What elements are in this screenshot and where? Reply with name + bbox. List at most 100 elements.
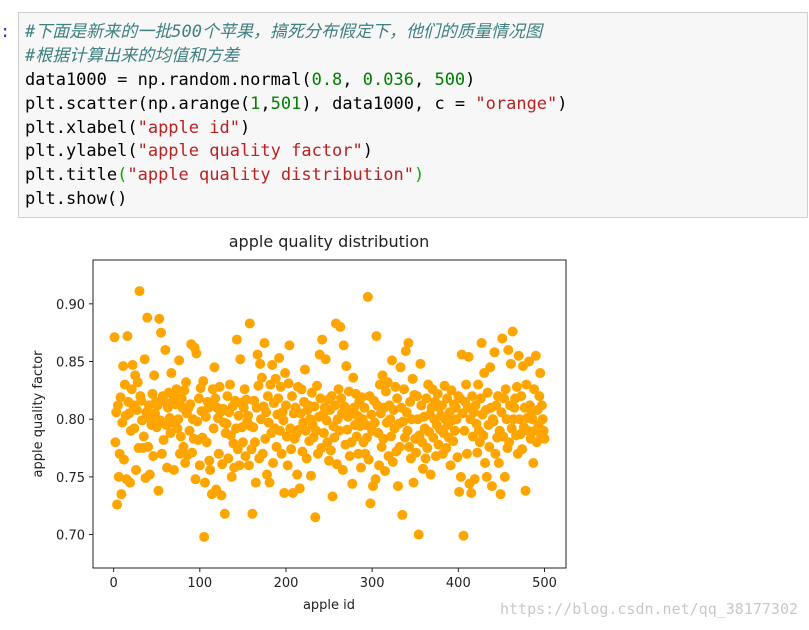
code-cell[interactable]: #下面是新来的一批500个苹果，搞死分布假定下，他们的质量情况图 #根据计算出来的…: [18, 12, 808, 218]
point: [213, 448, 224, 459]
code-token: #根据计算出来的均值和方差: [25, 45, 240, 66]
point: [537, 414, 548, 425]
point: [523, 356, 534, 367]
point: [138, 431, 149, 442]
point: [534, 391, 545, 402]
point: [507, 326, 518, 337]
point: [110, 437, 121, 448]
point: [181, 377, 192, 388]
point: [480, 458, 491, 469]
point: [237, 437, 248, 448]
code-token: #下面是新来的一批500个苹果，搞死分布假定下，他们的质量情况图: [25, 22, 542, 42]
point: [336, 393, 347, 404]
point: [369, 417, 380, 428]
point: [149, 370, 160, 381]
point: [306, 387, 317, 398]
code-token: data1000 = np.random.normal(: [25, 69, 312, 90]
code-token: ): [362, 141, 374, 162]
y-tick-label: 0.90: [56, 298, 85, 313]
point: [478, 430, 489, 441]
point: [222, 391, 233, 402]
point: [310, 512, 321, 523]
point: [184, 425, 195, 436]
code-token: ), data1000, c =: [301, 93, 476, 114]
point: [472, 447, 483, 458]
point: [411, 447, 422, 458]
point: [342, 424, 353, 435]
code-line: #根据计算出来的均值和方差: [25, 45, 568, 69]
point: [200, 411, 211, 422]
chart-title: apple quality distribution: [229, 232, 430, 251]
code-token: 1: [250, 93, 261, 114]
point: [395, 362, 406, 373]
cell-prompt: :: [0, 22, 11, 42]
code-line: plt.title("apple quality distribution"): [25, 164, 568, 188]
point: [341, 361, 352, 372]
point: [233, 410, 244, 421]
point: [325, 445, 336, 456]
point: [178, 441, 189, 452]
point: [309, 401, 320, 412]
point: [264, 477, 275, 488]
point: [393, 481, 404, 492]
point: [234, 460, 245, 471]
point: [365, 498, 376, 509]
point: [382, 377, 393, 388]
point: [255, 358, 266, 369]
point: [509, 402, 520, 413]
point: [156, 327, 167, 338]
point: [193, 393, 204, 404]
point: [321, 415, 332, 426]
watermark: https://blog.csdn.net/qq_38177302: [500, 600, 798, 618]
point: [473, 379, 484, 390]
point: [147, 388, 158, 399]
y-tick-label: 0.80: [56, 413, 85, 428]
point: [421, 393, 432, 404]
plot-frame: [92, 259, 567, 569]
point: [490, 448, 501, 459]
point: [204, 455, 215, 466]
code-line: plt.xlabel("apple id"): [25, 117, 568, 141]
point: [259, 338, 270, 349]
point: [216, 490, 227, 501]
point: [223, 453, 234, 464]
point: [517, 444, 528, 455]
point: [224, 379, 235, 390]
point: [425, 469, 436, 480]
point: [461, 448, 472, 459]
point: [144, 469, 155, 480]
point: [317, 334, 328, 345]
code-token: 500: [434, 69, 466, 90]
point: [172, 423, 183, 434]
point: [516, 391, 527, 402]
point: [122, 331, 133, 342]
point: [454, 486, 465, 497]
point: [279, 488, 290, 499]
point: [330, 400, 341, 411]
point: [238, 402, 249, 413]
point: [530, 350, 541, 361]
point: [139, 354, 150, 365]
point: [475, 393, 486, 404]
point: [205, 464, 216, 475]
point: [210, 393, 221, 404]
point: [485, 362, 496, 373]
point: [148, 451, 159, 462]
point: [301, 453, 312, 464]
point: [154, 313, 165, 324]
point: [500, 384, 511, 395]
point: [274, 425, 285, 436]
point: [408, 477, 419, 488]
y-tick-label: 0.75: [56, 471, 85, 486]
point: [469, 474, 480, 485]
point: [329, 432, 340, 443]
point: [118, 454, 129, 465]
point: [243, 410, 254, 421]
point: [158, 434, 169, 445]
point: [353, 448, 364, 459]
point: [300, 425, 311, 436]
point: [232, 444, 243, 455]
y-axis-label: apple quality factor: [31, 350, 46, 478]
point: [287, 391, 298, 402]
point: [136, 395, 147, 406]
